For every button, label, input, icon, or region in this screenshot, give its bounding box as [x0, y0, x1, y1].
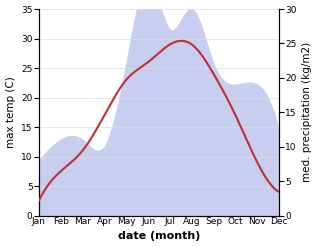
Y-axis label: med. precipitation (kg/m2): med. precipitation (kg/m2): [302, 42, 313, 182]
Y-axis label: max temp (C): max temp (C): [5, 76, 16, 148]
X-axis label: date (month): date (month): [118, 231, 200, 242]
